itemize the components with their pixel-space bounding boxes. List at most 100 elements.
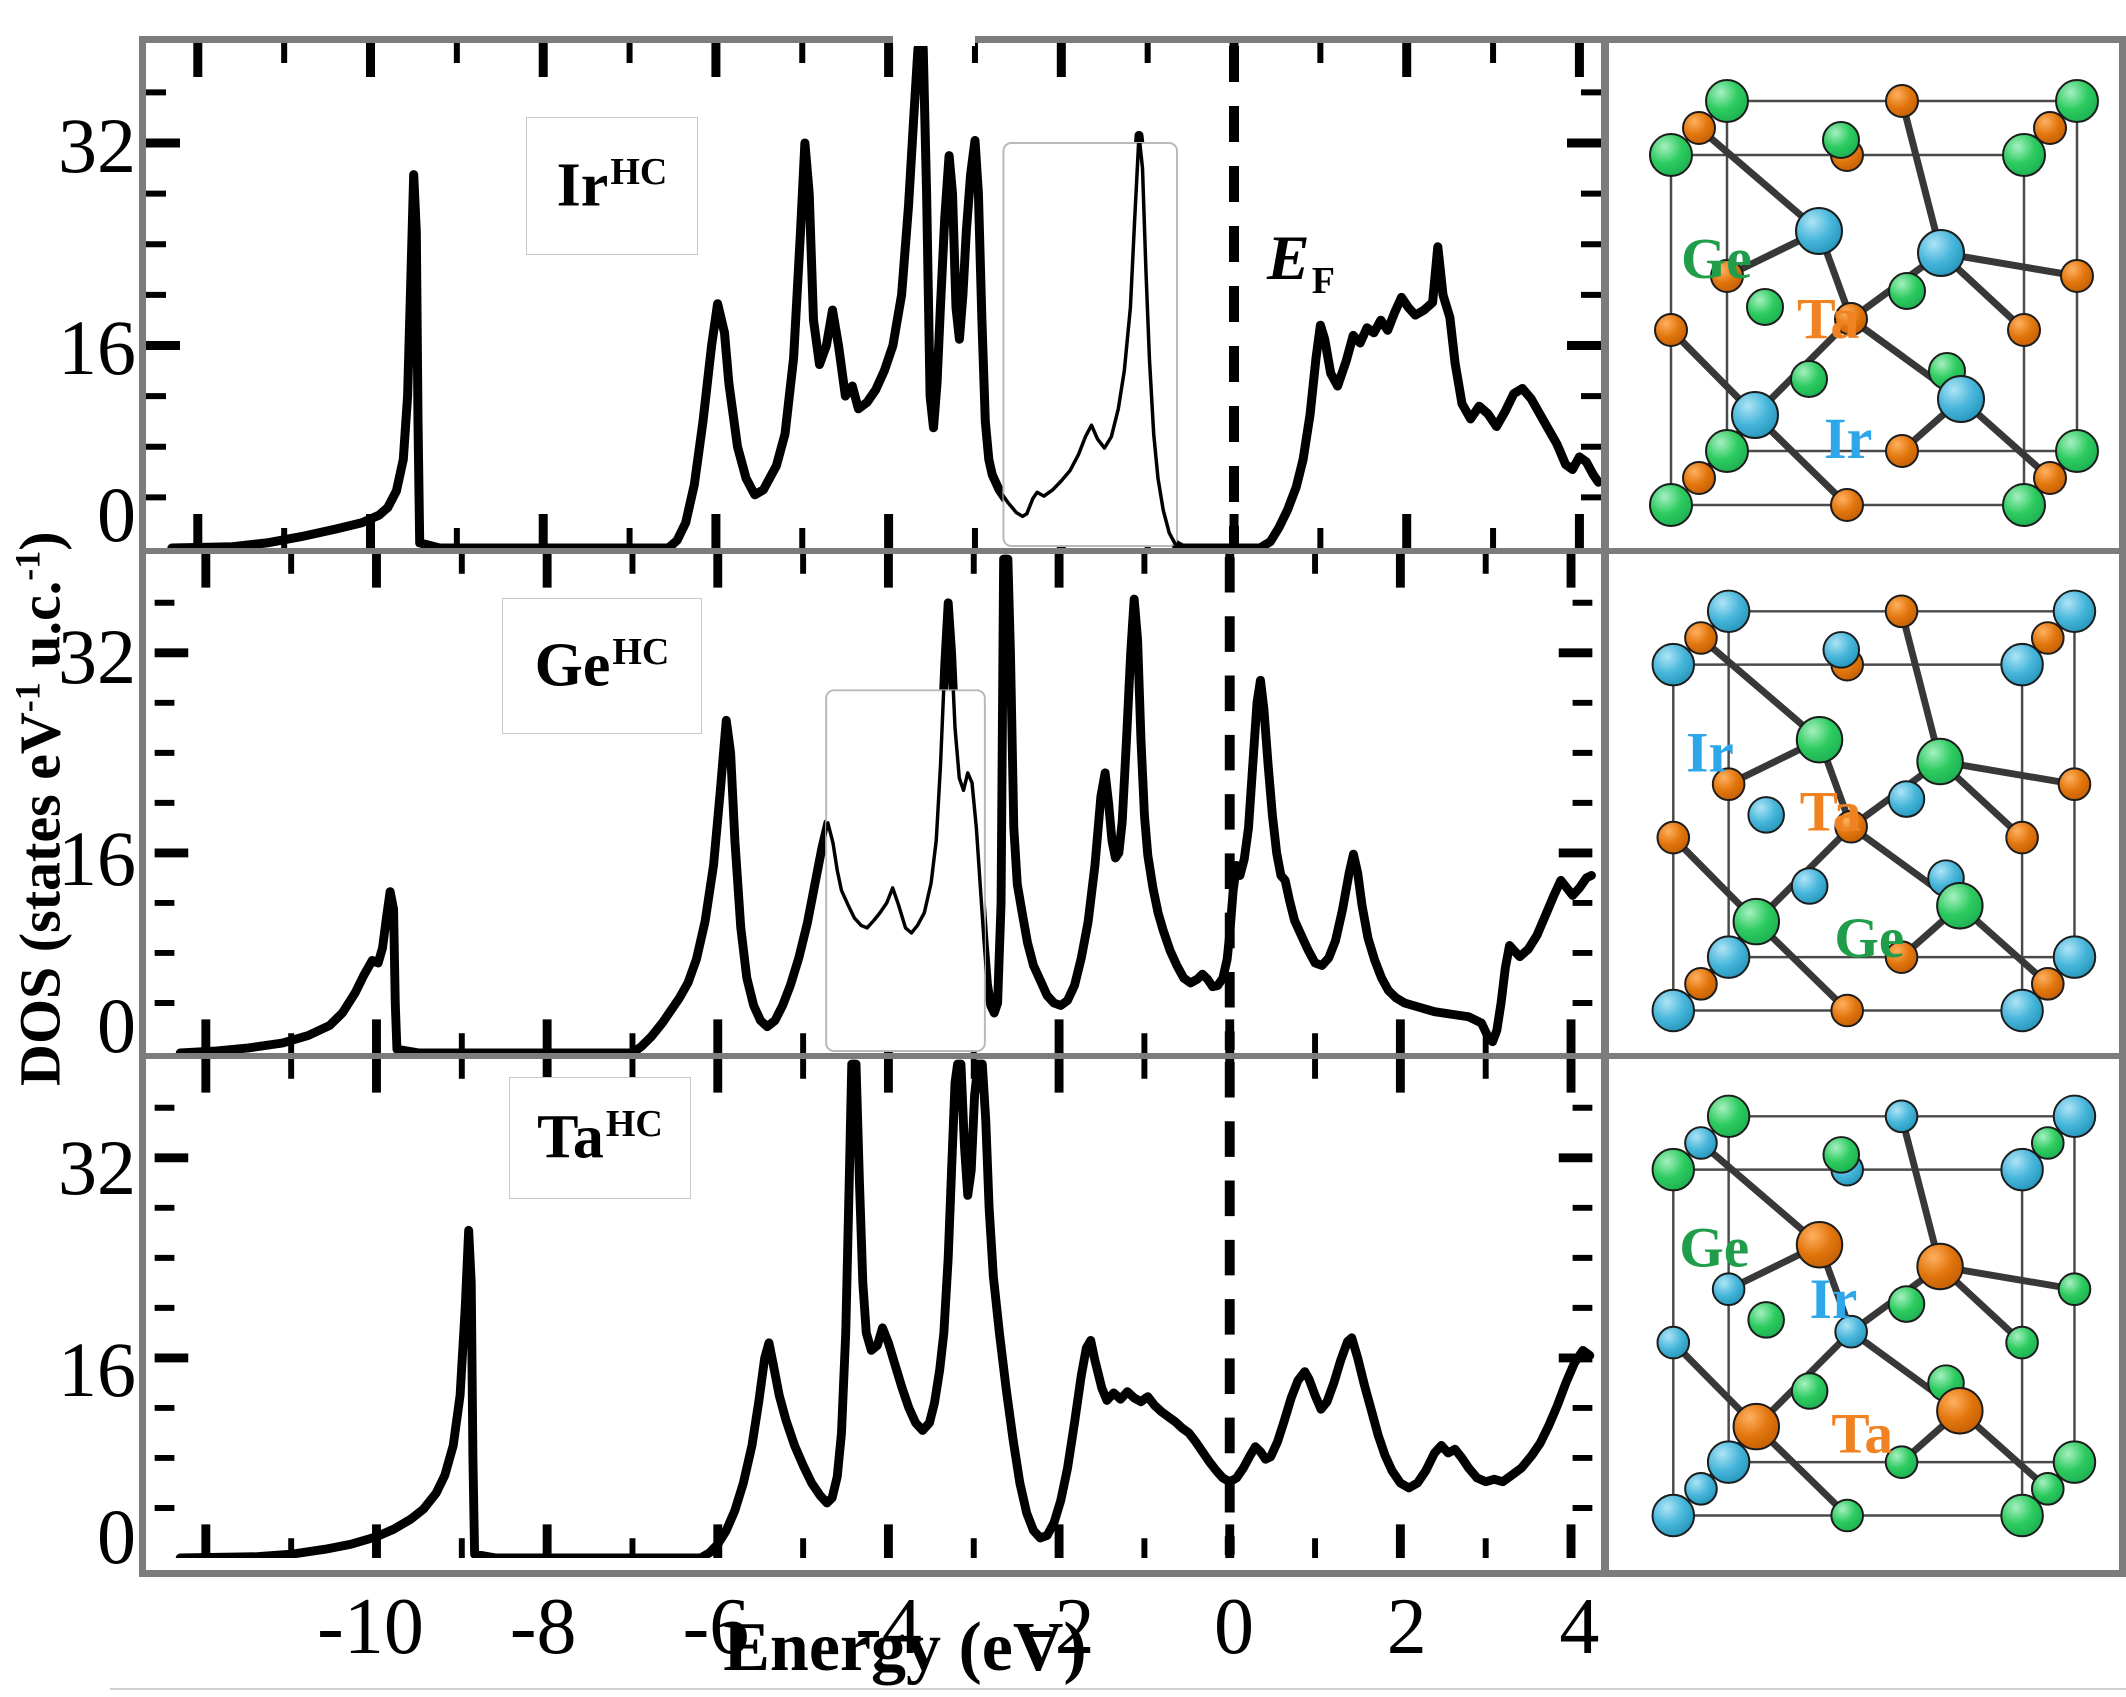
atom-orange-edge xyxy=(1834,809,1868,844)
atom-green-corner xyxy=(2002,133,2046,177)
atom-orange-tetrahedral xyxy=(1732,1402,1781,1451)
atom-green-edge xyxy=(2057,1272,2092,1307)
atom-orange-edge xyxy=(1885,434,1919,468)
y-tick-label-p1-32: 32 xyxy=(58,612,136,700)
atom-orange-tetrahedral xyxy=(1795,1221,1844,1269)
x-tick-label--8: -8 xyxy=(509,1583,577,1671)
element-label-Ge: Ge xyxy=(1679,1217,1749,1280)
atom-orange-edge xyxy=(2060,259,2094,293)
atom-orange-tetrahedral xyxy=(1916,1242,1964,1291)
atom-orange-edge xyxy=(2005,820,2039,855)
atom-green-corner xyxy=(1651,1147,1696,1192)
element-label-Ta: Ta xyxy=(1797,286,1859,351)
atom-orange-edge xyxy=(2057,767,2092,802)
x-tick-label--2: -2 xyxy=(1027,1583,1095,1671)
element-label-Ge: Ge xyxy=(1834,907,1904,970)
crystal-panel-IrHC: Ge Ta Ir xyxy=(1609,43,2119,548)
y-tick-label-p0-32: 32 xyxy=(58,101,136,189)
panel-label-GeHC: GeHC xyxy=(502,598,702,734)
bond xyxy=(1697,1139,1823,1249)
x-axis-title: Energy (eV) xyxy=(723,1609,1087,1686)
white-patch-artifact xyxy=(893,0,975,46)
atom-blue-corner xyxy=(1651,988,1696,1033)
dos-curve-svg xyxy=(154,1059,1595,1558)
x-tick-label-4: 4 xyxy=(1559,1583,1600,1671)
atom-orange-edge xyxy=(1884,594,1919,629)
dos-curve xyxy=(175,1059,1595,1558)
atom-orange-edge xyxy=(1682,461,1716,495)
atom-green-edge xyxy=(2030,1472,2065,1506)
atom-orange-edge xyxy=(2030,621,2065,655)
dos-panel-GeHC: GeHC xyxy=(146,548,1601,1053)
atom-green-corner xyxy=(1705,429,1749,473)
element-label-Ta: Ta xyxy=(1800,781,1862,844)
atom-blue-tetrahedral xyxy=(1937,375,1985,423)
atom-blue-corner xyxy=(2052,589,2097,634)
element-label-Ta: Ta xyxy=(1831,1402,1893,1465)
dos-panel-TaHC: TaHC xyxy=(146,1053,1601,1558)
atom-green-interstitial xyxy=(1790,1372,1829,1410)
atom-green-tetrahedral xyxy=(1795,716,1844,764)
atom-blue-tetrahedral xyxy=(1731,391,1779,439)
crystal-structures-column: Ge Ta Ir Ir Ta Ge Ge Ir Ta xyxy=(1602,36,2126,1577)
inset-highlight-box xyxy=(825,689,986,1053)
dos-curve-svg xyxy=(154,554,1596,1053)
atom-green-corner xyxy=(2002,483,2046,527)
atom-orange-edge xyxy=(1654,313,1688,347)
atom-blue-edge xyxy=(1711,1272,1746,1307)
atom-orange-edge xyxy=(2030,967,2065,1001)
atom-green-edge xyxy=(2005,1325,2039,1360)
crystal-panel-GeHC: Ir Ta Ge xyxy=(1609,548,2119,1053)
element-label-Ge: Ge xyxy=(1681,226,1752,291)
x-tick-label-2: 2 xyxy=(1386,1583,1427,1671)
bond xyxy=(1898,1112,1944,1270)
atom-blue-interstitial xyxy=(1822,631,1861,669)
panel-label-TaHC: TaHC xyxy=(509,1077,691,1199)
bond xyxy=(1695,124,1823,235)
atom-orange-edge xyxy=(1884,940,1919,974)
atom-blue-edge xyxy=(1684,1126,1718,1160)
bond xyxy=(1697,634,1823,744)
atom-orange-edge xyxy=(1830,488,1864,522)
atom-blue-corner xyxy=(1651,642,1696,687)
atom-orange-edge xyxy=(1830,993,1864,1028)
atom-blue-corner xyxy=(1651,1493,1696,1538)
y-tick-label-p2-16: 16 xyxy=(58,1326,136,1414)
element-label-Ir: Ir xyxy=(1686,721,1734,784)
element-label-Ir: Ir xyxy=(1824,406,1872,471)
atom-blue-tetrahedral xyxy=(1917,229,1965,277)
atom-blue-interstitial xyxy=(1747,796,1785,834)
atom-green-corner xyxy=(1649,133,1693,177)
atom-orange-edge xyxy=(1834,302,1868,336)
y-tick-label-p1-16: 16 xyxy=(58,815,136,903)
bottom-divider-line xyxy=(110,1688,2126,1690)
atom-blue-corner xyxy=(2052,935,2097,979)
y-tick-label-p0-0: 0 xyxy=(97,471,136,558)
y-tick-label-p1-0: 0 xyxy=(97,982,136,1069)
dos-curve xyxy=(167,43,1601,548)
atom-green-tetrahedral xyxy=(1916,737,1964,786)
x-tick-label--4: -4 xyxy=(855,1583,922,1671)
atom-orange-edge xyxy=(1885,84,1919,118)
panel-label-IrHC: IrHC xyxy=(526,117,698,255)
atom-orange-edge xyxy=(1682,111,1716,145)
atom-blue-tetrahedral xyxy=(1795,207,1843,255)
atom-green-corner xyxy=(2000,1493,2044,1538)
atom-green-corner xyxy=(1649,483,1693,527)
x-tick-label-0: 0 xyxy=(1214,1583,1254,1671)
atom-blue-corner xyxy=(2000,1147,2044,1192)
atom-green-tetrahedral xyxy=(1936,882,1984,930)
atom-blue-interstitial xyxy=(1887,780,1926,818)
atom-blue-interstitial xyxy=(1790,867,1829,905)
atom-orange-tetrahedral xyxy=(1936,1387,1984,1435)
atom-orange-edge xyxy=(2033,111,2067,145)
crystal-panel-TaHC: Ge Ir Ta xyxy=(1609,1053,2119,1558)
x-tick-label--6: -6 xyxy=(682,1583,750,1671)
atom-green-corner xyxy=(2055,429,2099,473)
y-tick-label-p2-0: 0 xyxy=(97,1493,136,1580)
atom-green-corner xyxy=(1705,79,1749,123)
bond xyxy=(1898,607,1944,765)
atom-green-corner xyxy=(1706,1094,1751,1139)
atom-blue-corner xyxy=(1706,935,1751,979)
